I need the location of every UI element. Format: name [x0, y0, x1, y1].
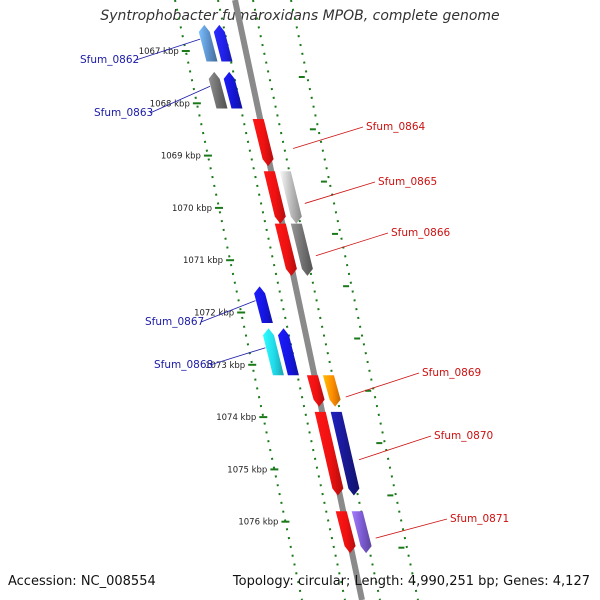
gene-features — [198, 24, 372, 554]
gene-sfum_0865[interactable] — [263, 171, 302, 224]
map-title: Syntrophobacter fumaroxidans MPOB, compl… — [100, 8, 500, 24]
gene-sfum_0868[interactable] — [263, 328, 299, 376]
gene-arrow[interactable] — [335, 511, 356, 554]
gene-arrow[interactable] — [223, 71, 243, 109]
gene-label[interactable]: Sfum_0871 — [450, 513, 509, 525]
gene-leader-line — [358, 435, 432, 461]
gene-labels: Sfum_0862 Sfum_0863 Sfum_0864 Sfum_0865 Sfum… — [80, 38, 509, 539]
gene-leader-line — [345, 372, 420, 398]
gene-label[interactable]: Sfum_0862 — [80, 54, 139, 66]
track-rail-4 — [290, 0, 419, 600]
gene-arrow[interactable] — [208, 71, 228, 109]
kbp-label: 1075 kbp — [227, 465, 267, 475]
kbp-label: 1073 kbp — [205, 361, 245, 371]
gene-sfum_0863[interactable] — [208, 71, 243, 109]
kbp-label: 1070 kbp — [172, 204, 212, 214]
gene-arrow[interactable] — [213, 24, 233, 62]
genome-info-text: Topology: circular; Length: 4,990,251 bp… — [232, 574, 590, 589]
gene-sfum_0869[interactable] — [306, 375, 341, 407]
gene-label[interactable]: Sfum_0866 — [391, 227, 451, 239]
gene-arrow[interactable] — [322, 375, 341, 407]
gene-label[interactable]: Sfum_0870 — [434, 430, 493, 442]
gene-leader-line — [304, 181, 376, 204]
gene-arrow[interactable] — [279, 171, 302, 224]
track-rails — [174, 0, 419, 600]
kbp-label: 1074 kbp — [216, 413, 256, 423]
gene-leader-line — [200, 300, 256, 323]
genome-backbone — [232, 0, 365, 600]
gene-arrow[interactable] — [198, 24, 218, 62]
gene-sfum_0864[interactable] — [252, 119, 274, 167]
backbone-line — [232, 0, 365, 600]
gene-label[interactable]: Sfum_0865 — [378, 176, 437, 188]
gene-arrow[interactable] — [252, 119, 274, 167]
gene-sfum_0862[interactable] — [198, 24, 233, 62]
gene-leader-line — [149, 85, 211, 114]
gene-label[interactable]: Sfum_0868 — [154, 359, 213, 371]
gene-arrow[interactable] — [278, 328, 299, 376]
track-rail-3 — [252, 0, 381, 600]
gene-label[interactable]: Sfum_0864 — [366, 121, 426, 133]
track-rail-2 — [217, 0, 346, 600]
kbp-label: 1072 kbp — [194, 309, 234, 319]
gene-arrow[interactable] — [263, 328, 284, 376]
gene-label[interactable]: Sfum_0869 — [422, 367, 481, 379]
gene-arrow[interactable] — [330, 411, 360, 496]
kbp-label: 1067 kbp — [139, 47, 179, 57]
gene-sfum_0867[interactable] — [254, 286, 273, 323]
kbp-label: 1076 kbp — [238, 518, 278, 528]
kbp-label: 1071 kbp — [183, 256, 223, 266]
gene-leader-line — [375, 518, 448, 539]
gene-sfum_0870[interactable] — [314, 411, 360, 496]
gene-leader-line — [293, 126, 364, 149]
accession-text: Accession: NC_008554 — [8, 574, 156, 589]
gene-arrow[interactable] — [290, 223, 313, 276]
gene-label[interactable]: Sfum_0867 — [145, 316, 204, 328]
track-rail-1 — [174, 0, 303, 600]
gene-sfum_0866[interactable] — [274, 223, 313, 276]
gene-arrow[interactable] — [274, 223, 297, 276]
gene-leader-line — [135, 38, 201, 61]
gene-arrow[interactable] — [254, 286, 273, 323]
gene-arrow[interactable] — [314, 411, 344, 496]
gene-arrow[interactable] — [306, 375, 325, 407]
gene-arrow[interactable] — [263, 171, 286, 224]
gene-leader-line — [209, 347, 266, 366]
gene-arrow[interactable] — [351, 511, 372, 554]
gene-sfum_0871[interactable] — [335, 511, 372, 554]
gene-label[interactable]: Sfum_0863 — [94, 107, 153, 119]
kbp-label: 1069 kbp — [161, 152, 201, 162]
gene-leader-line — [315, 232, 389, 257]
